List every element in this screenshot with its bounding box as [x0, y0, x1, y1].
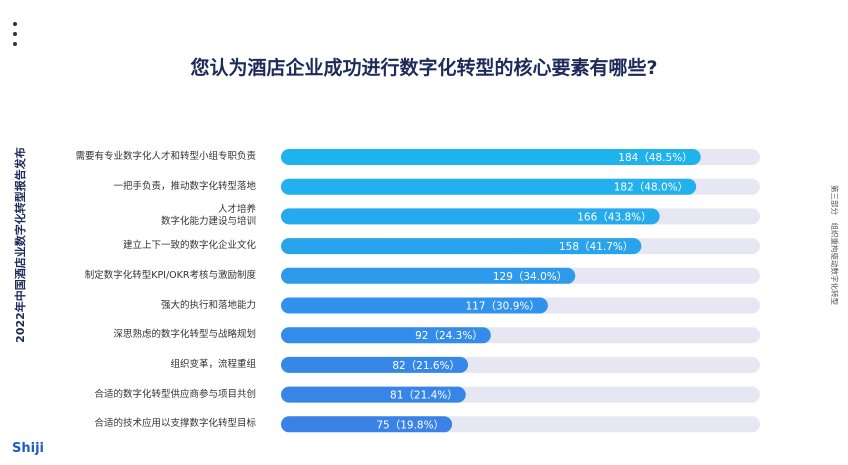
category-label: 人才培养 数字化能力建设与培训 — [160, 204, 256, 228]
category-label: 需要有专业数字化人才和转型小组专职负责 — [75, 151, 256, 162]
value-label: 184（48.5%） — [618, 152, 692, 164]
value-label: 75（19.8%） — [376, 419, 444, 431]
value-label: 117（30.9%） — [465, 301, 539, 313]
report-title: 2022年中国酒店业数字化转型报告发布 — [13, 147, 27, 343]
bar — [281, 386, 466, 403]
bar — [281, 178, 697, 195]
category-label: 强大的执行和落地能力 — [160, 299, 256, 311]
bar — [281, 416, 453, 433]
category-label: 合适的数字化转型供应商参与项目共创 — [94, 388, 256, 400]
bar — [281, 297, 548, 314]
dot — [13, 22, 17, 26]
value-label: 182（48.0%） — [614, 182, 688, 194]
category-label: 合适的技术应用以支撑数字化转型目标 — [94, 418, 256, 430]
bar — [281, 327, 491, 344]
chart-title: 您认为酒店企业成功进行数字化转型的核心要素有哪些? — [190, 56, 657, 79]
category-label: 组织变革，流程重组 — [170, 358, 256, 370]
category-label: 制定数字化转型KPI/OKR考核与激励制度 — [84, 269, 256, 281]
section-label: 第三部分 组织重构驱动数字化转型 — [830, 185, 840, 305]
category-label: 深思熟虑的数字化转型与战略规划 — [113, 329, 256, 341]
bar — [281, 208, 660, 225]
bar — [281, 267, 576, 284]
value-label: 92（24.3%） — [415, 330, 483, 342]
value-label: 81（21.4%） — [390, 390, 458, 402]
logo: Shiji — [12, 441, 44, 456]
dot — [13, 32, 17, 36]
bar — [281, 356, 469, 373]
dot — [13, 42, 17, 46]
category-label: 一把手负责，推动数字化转型落地 — [113, 180, 256, 192]
category-label: 建立上下一致的数字化企业文化 — [122, 240, 256, 252]
bar — [281, 149, 701, 165]
value-label: 158（41.7%） — [559, 241, 633, 253]
value-label: 82（21.6%） — [392, 360, 460, 372]
value-label: 129（34.0%） — [493, 271, 567, 283]
value-label: 166（43.8%） — [577, 211, 651, 223]
bar — [281, 238, 642, 255]
